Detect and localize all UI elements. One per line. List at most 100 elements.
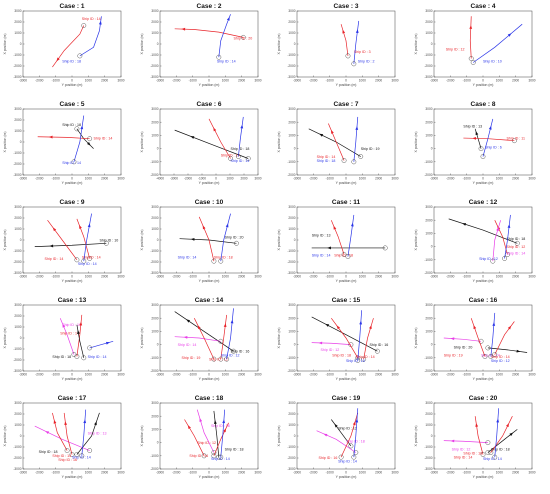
case-plot: Case : 19 -3000 -2000 -1000 0 1000 2000 3000 -30… — [277, 395, 399, 479]
ship-trajectory — [76, 412, 100, 455]
y-tick-label: -2000 — [150, 64, 158, 68]
ship-id-label: Ship ID : 14 — [483, 457, 502, 461]
x-tick-label: 1000 — [359, 275, 366, 279]
x-tick-label: 1000 — [359, 79, 366, 83]
x-tick-label: -1000 — [326, 471, 334, 475]
ship-trajectory — [220, 409, 226, 458]
y-axis-label: X position (m) — [140, 230, 144, 251]
x-tick-label: -3000 — [430, 79, 438, 83]
y-axis-label: X position (m) — [414, 426, 418, 447]
x-tick-label: 3000 — [254, 79, 261, 83]
x-tick-label: -3000 — [430, 471, 438, 475]
x-tick-label: 2000 — [375, 275, 382, 279]
x-tick-label: 3000 — [117, 79, 124, 83]
x-tick-label: -3000 — [156, 79, 164, 83]
x-axis-label: Y position (m) — [199, 181, 220, 185]
y-axis-label: X position (m) — [277, 328, 281, 349]
ship-heading-arrow — [450, 439, 455, 443]
ship-id-label: Ship ID : 19 — [62, 323, 81, 327]
ship-start-marker — [218, 454, 224, 460]
ship-id-label: Ship ID : 18 — [225, 448, 244, 452]
ship-trajectory — [220, 314, 227, 360]
case-panel: Case : 3 -3000 -2000 -1000 0 1000 2000 3000 -300… — [275, 1, 412, 99]
ship-trajectory — [363, 318, 374, 360]
ship-heading-arrow — [79, 321, 83, 326]
y-tick-label: -1000 — [150, 454, 158, 458]
x-axis-label: Y position (m) — [336, 377, 357, 381]
y-tick-label: 1000 — [425, 232, 432, 236]
y-tick-label: -2000 — [150, 173, 158, 177]
case-plot: Case : 4 -3000 -2000 -1000 0 1000 2000 3000 -300… — [414, 3, 536, 87]
x-tick-label: 2000 — [101, 275, 108, 279]
x-tick-label: -3000 — [19, 373, 27, 377]
ship-trajectory — [47, 219, 78, 261]
y-tick-label: -3000 — [287, 271, 295, 275]
x-axis-label: Y position (m) — [336, 83, 357, 87]
ship-start-marker — [488, 450, 494, 455]
ship-heading-arrow — [105, 341, 110, 345]
y-tick-label: -2000 — [287, 64, 295, 68]
ship-id-label: Ship ID : 14 — [62, 161, 81, 165]
y-tick-label: -2000 — [150, 467, 158, 471]
case-panel: Case : 11 -3000 -2000 -1000 0 1000 2000 3000 -30… — [275, 197, 412, 295]
y-tick-label: -2000 — [424, 64, 432, 68]
x-tick-label: 1000 — [496, 177, 503, 181]
x-tick-label: -1000 — [189, 373, 197, 377]
y-tick-label: 3000 — [288, 401, 295, 405]
y-tick-label: 1000 — [151, 227, 158, 231]
x-tick-label: 2000 — [375, 471, 382, 475]
case-plot: Case : 5 -3000 -2000 -1000 0 1000 2000 3000 -300… — [3, 101, 125, 185]
ship-trajectory — [504, 214, 511, 259]
y-tick-label: 2000 — [288, 412, 295, 416]
x-tick-label: -1000 — [189, 471, 197, 475]
x-tick-label: -2000 — [446, 471, 454, 475]
ship-start-marker — [485, 345, 491, 351]
y-tick-label: 1000 — [288, 227, 295, 231]
ship-heading-arrow — [87, 142, 91, 146]
ship-start-marker — [492, 454, 498, 460]
y-tick-label: 2000 — [151, 20, 158, 24]
ship-start-marker — [511, 138, 517, 144]
ship-heading-arrow — [334, 423, 338, 428]
ship-id-label: Ship ID : 3 — [354, 50, 371, 54]
x-tick-label: 0 — [208, 79, 210, 83]
y-tick-label: -1000 — [424, 53, 432, 57]
case-panel: Case : 17 -3000 -2000 -1000 0 1000 2000 3000 -30… — [1, 393, 138, 491]
x-tick-label: -1000 — [463, 275, 471, 279]
ship-start-marker — [201, 453, 207, 459]
case-plot: Case : 7-3000 -2000 -1000 0 1000 2000 3000-200… — [277, 101, 399, 185]
ship-start-marker — [240, 35, 246, 40]
ship-id-label: Ship ID : 20 — [225, 236, 244, 240]
x-tick-label: 0 — [345, 79, 347, 83]
y-axis-label: X position (m) — [414, 328, 418, 349]
ship-heading-arrow — [222, 419, 226, 424]
y-tick-label: 3000 — [14, 205, 21, 209]
x-tick-label: -1000 — [326, 373, 334, 377]
y-axis-label: X position (m) — [277, 426, 281, 447]
x-tick-label: 2000 — [238, 373, 245, 377]
case-plot: Case : 18-3000 -2000 -1000 0 1000 2000 3000-20… — [140, 395, 262, 479]
ship-id-label: Ship ID : 20 — [454, 346, 473, 350]
y-axis-label: X position (m) — [140, 426, 144, 447]
case-panel: Case : 12 -3000 -2000 -1000 0 1000 2000 3000 -20… — [412, 197, 549, 295]
case-panel: Case : 13 -3000 -2000 -1000 0 1000 2000 3000 -30… — [1, 295, 138, 393]
y-tick-label: -1000 — [424, 356, 432, 360]
ship-trajectory — [76, 218, 90, 259]
y-tick-label: 1000 — [425, 423, 432, 427]
ship-heading-arrow — [225, 223, 229, 228]
ship-trajectory — [311, 342, 351, 345]
y-tick-label: -1000 — [150, 160, 158, 164]
ship-start-marker — [74, 126, 80, 132]
x-tick-label: 0 — [215, 177, 217, 181]
ship-id-label: Ship ID : 12 — [197, 441, 216, 445]
x-tick-label: -1000 — [463, 373, 471, 377]
x-tick-label: 1000 — [85, 471, 92, 475]
x-tick-label: 2000 — [101, 177, 108, 181]
y-tick-label: 0 — [294, 434, 296, 438]
ship-trajectory — [174, 336, 221, 342]
ship-heading-arrow — [342, 29, 346, 34]
y-tick-label: 0 — [157, 42, 159, 46]
ship-id-label: Ship ID : 14 — [94, 136, 113, 140]
case-panel: Case : 4 -3000 -2000 -1000 0 1000 2000 3000 -300… — [412, 1, 549, 99]
x-axis-label: Y position (m) — [62, 279, 83, 283]
